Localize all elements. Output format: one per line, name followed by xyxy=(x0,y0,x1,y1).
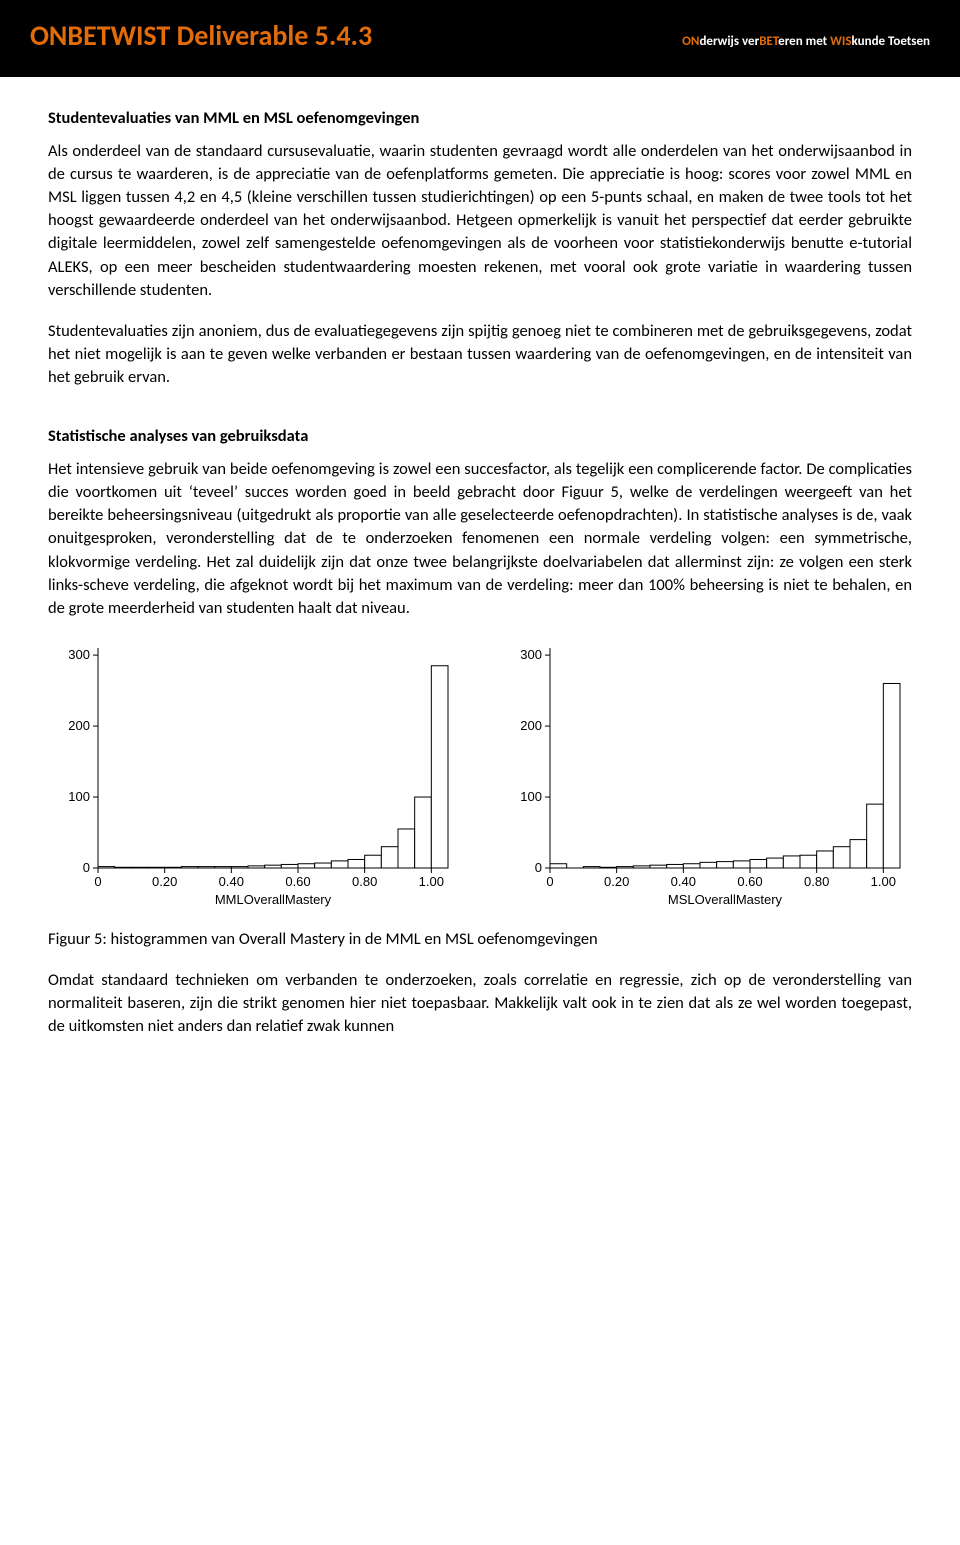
subtitle-on: ON xyxy=(682,34,699,49)
subtitle-bet: BET xyxy=(759,34,778,49)
svg-text:0.60: 0.60 xyxy=(737,874,762,889)
figure5-caption: Figuur 5: histogrammen van Overall Maste… xyxy=(48,928,912,951)
subtitle-mid: eren met xyxy=(778,34,830,49)
page-header: ONBETWIST Deliverable 5.4.3 ONderwijs ve… xyxy=(0,0,960,77)
svg-text:0: 0 xyxy=(546,874,553,889)
svg-text:MSLOverallMastery: MSLOverallMastery xyxy=(668,892,783,907)
chart-msl: 0 100 200 300 0 0.20 0.40 0.60 0.80 1.00 MSLOveral… xyxy=(500,638,912,908)
subtitle-end: kunde Toetsen xyxy=(852,34,930,49)
svg-text:0.40: 0.40 xyxy=(219,874,244,889)
header-subtitle: ONderwijs verBETeren met WISkunde Toetse… xyxy=(682,34,930,49)
svg-text:300: 300 xyxy=(68,647,90,662)
chart-msl-svg: 0 100 200 300 0 0.20 0.40 0.60 0.80 1.00 MSLOveral… xyxy=(500,638,910,908)
svg-text:0.80: 0.80 xyxy=(352,874,377,889)
svg-text:0.80: 0.80 xyxy=(804,874,829,889)
page-content: Studentevaluaties van MML en MSL oefenom… xyxy=(0,77,960,1086)
svg-text:MMLOverallMastery: MMLOverallMastery xyxy=(215,892,332,907)
svg-text:0.20: 0.20 xyxy=(604,874,629,889)
svg-text:200: 200 xyxy=(68,718,90,733)
section2-title: Statistische analyses van gebruiksdata xyxy=(48,425,912,448)
section1-paragraph2: Studentevaluaties zijn anoniem, dus de e… xyxy=(48,320,912,389)
chart-mml-svg: 0 100 200 300 0 0.20 0.40 0.60 0.80 1.00 MMLOveral… xyxy=(48,638,458,908)
header-title: ONBETWIST Deliverable 5.4.3 xyxy=(30,18,372,53)
svg-text:0.20: 0.20 xyxy=(152,874,177,889)
svg-text:100: 100 xyxy=(520,789,542,804)
svg-text:0: 0 xyxy=(83,860,90,875)
svg-text:0.40: 0.40 xyxy=(671,874,696,889)
svg-text:200: 200 xyxy=(520,718,542,733)
section2-paragraph1: Het intensieve gebruik van beide oefenom… xyxy=(48,458,912,620)
svg-text:100: 100 xyxy=(68,789,90,804)
section2-paragraph2: Omdat standaard technieken om verbanden … xyxy=(48,969,912,1038)
svg-text:0.60: 0.60 xyxy=(285,874,310,889)
figure5-charts: 0 100 200 300 0 0.20 0.40 0.60 0.80 1.00 MMLOveral… xyxy=(48,638,912,908)
section1-title: Studentevaluaties van MML en MSL oefenom… xyxy=(48,107,912,130)
chart-mml: 0 100 200 300 0 0.20 0.40 0.60 0.80 1.00 MMLOveral… xyxy=(48,638,460,908)
svg-text:1.00: 1.00 xyxy=(871,874,896,889)
section1-paragraph1: Als onderdeel van de standaard cursuseva… xyxy=(48,140,912,302)
svg-text:0: 0 xyxy=(535,860,542,875)
svg-text:1.00: 1.00 xyxy=(419,874,444,889)
subtitle-wis: WIS xyxy=(830,34,851,49)
svg-text:0: 0 xyxy=(94,874,101,889)
subtitle-der: derwijs ver xyxy=(699,34,759,49)
svg-text:300: 300 xyxy=(520,647,542,662)
